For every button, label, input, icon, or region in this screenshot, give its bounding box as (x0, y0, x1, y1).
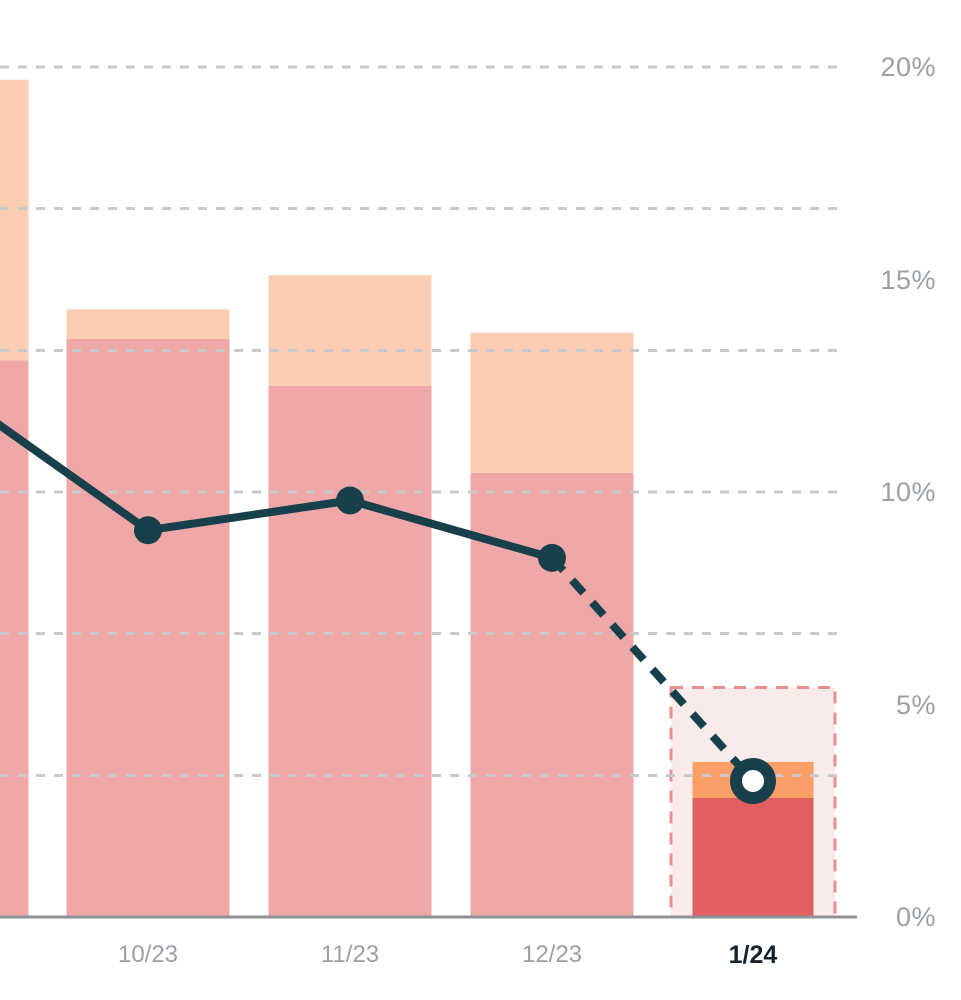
y-axis-tick-5pct: 5% (895, 689, 936, 720)
line-marker-forecast-hollow (730, 758, 776, 804)
bar-lower-forecast (692, 798, 814, 917)
y-axis-tick-10pct: 10% (880, 477, 936, 507)
y-axis-tick-20pct: 20% (880, 52, 936, 82)
bar-upper-segment (470, 332, 634, 473)
line-series-forecast-dashed (549, 555, 756, 784)
x-axis-label-11-23: 11/23 (320, 941, 380, 968)
bar-upper-segment (268, 275, 432, 386)
bar-lower-segment (268, 385, 432, 917)
bar-upper-segment (66, 309, 230, 339)
line-series-solid (0, 420, 556, 562)
bar-lower-segment (0, 360, 29, 917)
line-marker (134, 516, 162, 545)
x-axis-label-10-23: 10/23 (117, 941, 179, 968)
x-axis-label-1-24: 1/24 (728, 941, 778, 969)
bar-upper-segment (0, 79, 29, 361)
y-axis-tick-15pct: 15% (880, 264, 936, 295)
line-marker (336, 486, 364, 515)
line-marker (538, 543, 566, 572)
bar-lower-segment (66, 339, 230, 917)
y-axis-tick-0pct: 0% (895, 902, 936, 932)
x-axis-label-12-23: 12/23 (521, 941, 583, 968)
